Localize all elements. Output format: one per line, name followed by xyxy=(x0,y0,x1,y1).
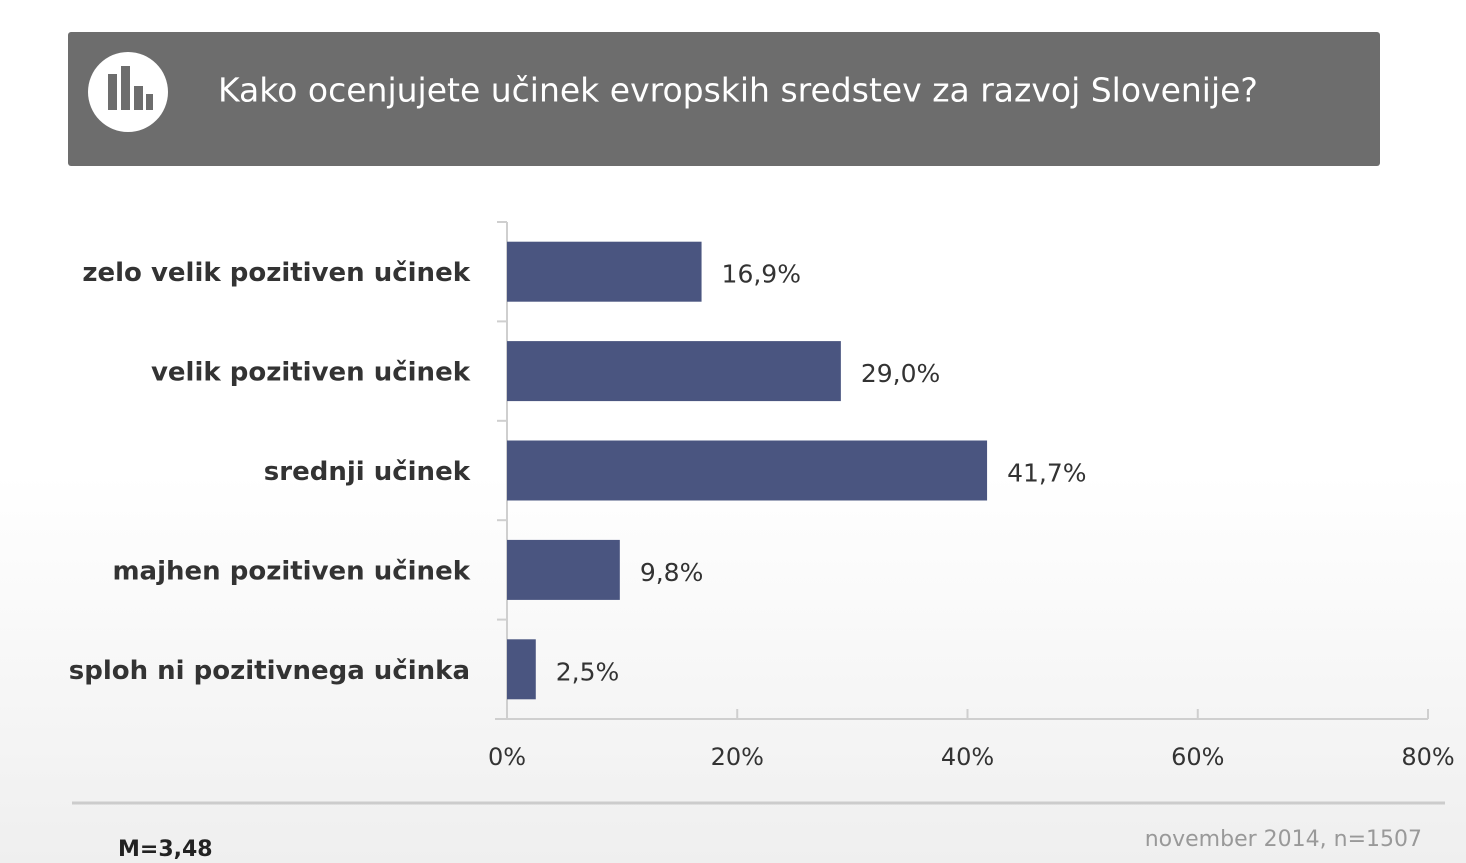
y-tick-label: majhen pozitiven učinek xyxy=(112,556,470,586)
y-tick-label: zelo velik pozitiven učinek xyxy=(82,258,470,288)
value-label: 9,8% xyxy=(640,558,704,587)
x-tick-label: 40% xyxy=(941,743,994,771)
value-label: 2,5% xyxy=(556,657,620,686)
bar xyxy=(507,241,702,302)
y-tick-label: srednji učinek xyxy=(264,457,471,487)
mean-note: M=3,48 xyxy=(118,837,213,862)
chart-icon xyxy=(88,52,168,132)
y-tick-label: sploh ni pozitivnega učinka xyxy=(69,656,470,686)
y-tick-label: velik pozitiven učinek xyxy=(151,358,471,388)
x-tick-label: 80% xyxy=(1401,743,1454,771)
value-label: 16,9% xyxy=(722,260,801,289)
bar xyxy=(507,341,841,402)
x-tick-label: 20% xyxy=(711,743,764,771)
value-label: 29,0% xyxy=(861,359,940,388)
bar xyxy=(507,639,536,700)
chart-title: Kako ocenjujete učinek evropskih sredste… xyxy=(218,71,1258,110)
source-note: november 2014, n=1507 xyxy=(1145,827,1422,852)
x-tick-label: 0% xyxy=(488,743,526,771)
x-tick-label: 60% xyxy=(1171,743,1224,771)
header-box xyxy=(68,32,1380,166)
value-label: 41,7% xyxy=(1007,459,1086,488)
bar xyxy=(507,539,620,600)
bar xyxy=(507,440,988,501)
